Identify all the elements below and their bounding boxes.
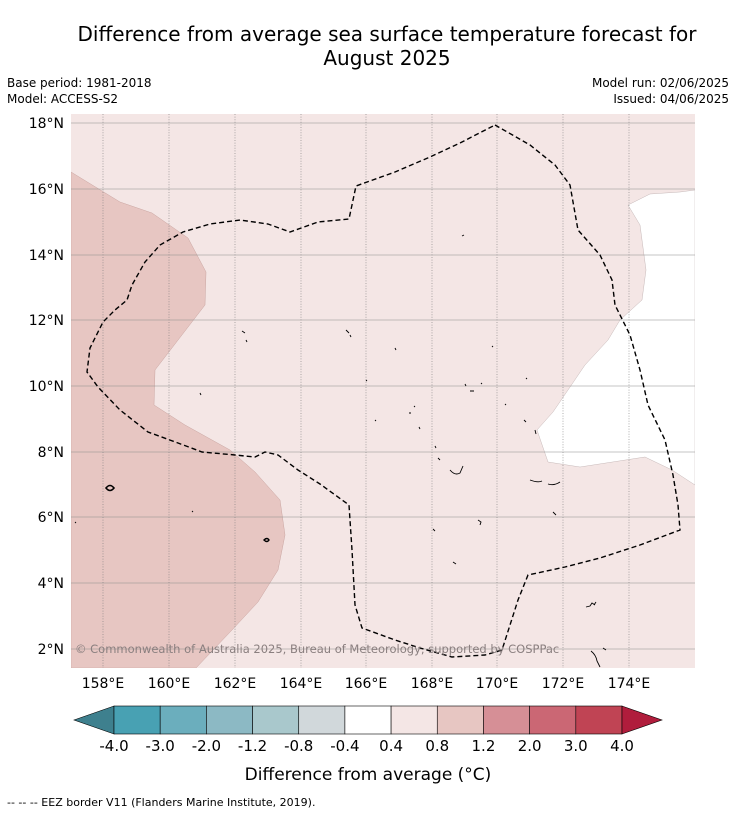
model-run: Model run: 02/06/2025 <box>591 76 729 90</box>
lat-label: 18°N <box>29 116 64 132</box>
colorbar-tick-label: 4.0 <box>610 737 634 755</box>
colorbar-label: Difference from average (°C) <box>245 765 492 785</box>
colorbar-box <box>436 705 484 735</box>
colorbar-tick-label: 2.0 <box>518 737 542 755</box>
colorbar-box <box>113 705 161 735</box>
colorbar-box <box>252 705 300 735</box>
colorbar-box <box>298 705 346 735</box>
island-west <box>104 484 116 492</box>
colorbar-tick-label: -2.0 <box>192 737 221 755</box>
lat-label: 4°N <box>38 576 64 592</box>
colorbar-tick-label: 0.4 <box>379 737 403 755</box>
chart-title: Difference from average sea surface temp… <box>77 22 697 70</box>
lat-label: 12°N <box>29 313 64 329</box>
colorbar-box <box>483 705 530 735</box>
copyright-notice: © Commonwealth of Australia 2025, Bureau… <box>75 642 559 656</box>
model-name: Model: ACCESS-S2 <box>7 92 119 106</box>
colorbar-tick-label: -3.0 <box>146 737 175 755</box>
colorbar: -4.0 -3.0 -2.0 -1.2 -0.8 -0.4 0.4 0.8 1.2 2.0 3.0 4… <box>73 705 663 785</box>
colorbar-box <box>575 705 623 735</box>
colorbar-tick-label: 3.0 <box>564 737 588 755</box>
eez-footnote: -- -- -- EEZ border V11 (Flanders Marine… <box>7 796 316 809</box>
anomaly-region-near-normal <box>536 189 695 486</box>
base-period: Base period: 1981-2018 <box>7 76 152 90</box>
lon-label: 174°E <box>608 676 651 692</box>
colorbar-tick-labels: -4.0 -3.0 -2.0 -1.2 -0.8 -0.4 0.4 0.8 1.2 2.0 3.0 4… <box>99 737 634 755</box>
colorbar-over-arrow <box>621 705 663 735</box>
colorbar-tick-label: -0.8 <box>284 737 313 755</box>
colorbar-tick-label: 1.2 <box>472 737 496 755</box>
colorbar-box <box>390 705 438 735</box>
anomaly-region-0.8-1.2 <box>71 171 286 668</box>
colorbar-box <box>159 705 207 735</box>
eez-border <box>86 124 681 658</box>
lat-label: 6°N <box>38 510 64 526</box>
lon-label: 160°E <box>148 676 191 692</box>
lat-labels: 18°N 16°N 14°N 12°N 10°N 8°N 6°N 4°N 2°N <box>29 116 64 658</box>
colorbar-tick-label: 0.8 <box>425 737 449 755</box>
island-pohnpei <box>263 537 270 543</box>
issued-date: Issued: 04/06/2025 <box>613 92 729 106</box>
meta-left: Base period: 1981-2018 Model: ACCESS-S2 <box>7 75 152 107</box>
lon-label: 166°E <box>345 676 388 692</box>
colorbar-box <box>529 705 577 735</box>
colorbar-tick-label: -1.2 <box>238 737 267 755</box>
lat-label: 8°N <box>38 445 64 461</box>
graticule-solid <box>71 122 695 650</box>
lat-label: 14°N <box>29 248 64 264</box>
lon-labels: 158°E 160°E 162°E 164°E 166°E 168°E 170°… <box>82 676 651 692</box>
colorbar-box <box>206 705 253 735</box>
colorbar-under-arrow <box>73 705 115 735</box>
lon-label: 158°E <box>82 676 125 692</box>
lon-label: 162°E <box>214 676 257 692</box>
lon-label: 170°E <box>476 676 519 692</box>
colorbar-tick-label: -0.4 <box>330 737 359 755</box>
lat-label: 16°N <box>29 182 64 198</box>
lon-label: 172°E <box>542 676 585 692</box>
map-panel: © Commonwealth of Australia 2025, Bureau… <box>71 114 695 668</box>
colorbar-box <box>344 705 392 735</box>
colorbar-tick-label: -4.0 <box>99 737 128 755</box>
meta-right: Model run: 02/06/2025 Issued: 04/06/2025 <box>592 75 729 107</box>
lat-label: 10°N <box>29 379 64 395</box>
lat-label: 2°N <box>38 642 64 658</box>
islands <box>74 234 607 668</box>
lon-label: 164°E <box>280 676 323 692</box>
colorbar-boxes <box>113 705 623 735</box>
lon-label: 168°E <box>411 676 454 692</box>
